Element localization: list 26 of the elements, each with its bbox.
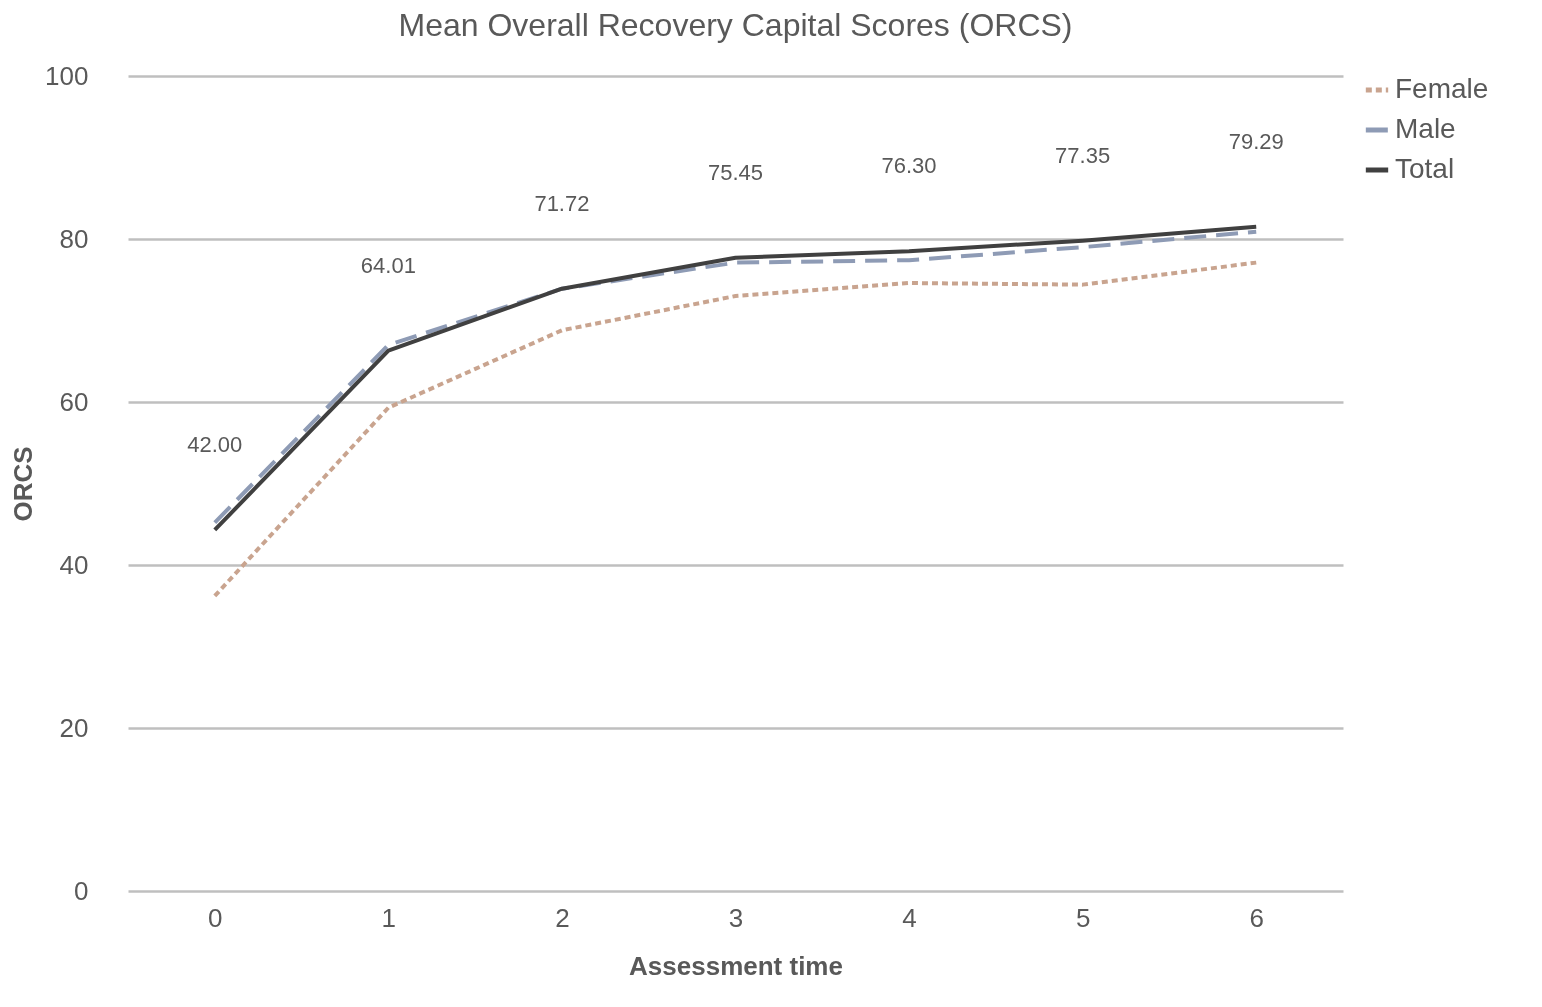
x-tick-label: 4 — [902, 902, 917, 933]
x-tick-label: 1 — [381, 902, 397, 933]
x-tick-label: 5 — [1075, 902, 1091, 933]
annotation: 77.35 — [1055, 142, 1111, 168]
legend-label: Male — [1395, 113, 1456, 144]
legend-label: Total — [1395, 153, 1455, 184]
x-tick-label: 3 — [728, 902, 744, 933]
y-tick-label: 60 — [59, 386, 89, 417]
legend-label: Female — [1395, 73, 1489, 104]
x-tick-label: 0 — [208, 902, 223, 933]
y-tick-label: 40 — [59, 549, 89, 580]
y-tick-label: 80 — [59, 223, 89, 254]
x-tick-label: 2 — [555, 902, 570, 933]
annotation: 75.45 — [707, 159, 764, 185]
annotation: 64.01 — [360, 252, 416, 278]
y-axis-title: ORCS — [8, 446, 39, 522]
y-tick-label: 20 — [59, 712, 89, 743]
y-tick-label: 100 — [45, 60, 89, 91]
annotation: 71.72 — [534, 190, 590, 216]
annotation: 79.29 — [1228, 128, 1284, 154]
x-tick-label: 6 — [1249, 902, 1264, 933]
annotation: 76.30 — [881, 153, 937, 179]
chart-title: Mean Overall Recovery Capital Scores (ORCS) — [398, 7, 1073, 43]
y-tick-label: 0 — [74, 875, 89, 906]
x-axis-title: Assessment time — [629, 950, 843, 981]
annotation: 42.00 — [187, 431, 243, 457]
